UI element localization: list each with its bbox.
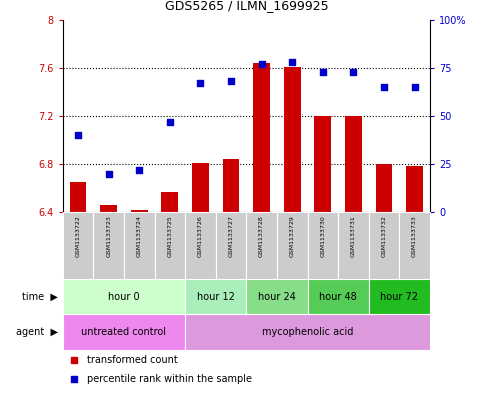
Point <box>227 78 235 84</box>
Bar <box>70 182 86 212</box>
Text: GSM1133723: GSM1133723 <box>106 215 111 257</box>
Bar <box>131 210 148 212</box>
Point <box>105 171 113 177</box>
Bar <box>192 163 209 212</box>
Text: GSM1133724: GSM1133724 <box>137 215 142 257</box>
Bar <box>185 212 216 279</box>
Bar <box>216 212 246 279</box>
Text: hour 72: hour 72 <box>380 292 418 302</box>
Bar <box>277 212 308 279</box>
Point <box>70 356 78 363</box>
Point <box>166 119 174 125</box>
Text: hour 24: hour 24 <box>258 292 296 302</box>
Bar <box>399 212 430 279</box>
Text: hour 0: hour 0 <box>108 292 140 302</box>
Bar <box>223 159 240 212</box>
Bar <box>308 212 338 279</box>
Text: mycophenolic acid: mycophenolic acid <box>262 327 353 337</box>
Point <box>350 68 357 75</box>
Point <box>74 132 82 138</box>
Bar <box>63 212 93 279</box>
Bar <box>246 279 308 314</box>
Text: GSM1133730: GSM1133730 <box>320 215 326 257</box>
Bar <box>100 205 117 212</box>
Text: GSM1133731: GSM1133731 <box>351 215 356 257</box>
Bar <box>338 212 369 279</box>
Text: hour 12: hour 12 <box>197 292 235 302</box>
Point <box>197 80 204 86</box>
Point <box>411 84 418 90</box>
Bar <box>406 167 423 212</box>
Text: GSM1133728: GSM1133728 <box>259 215 264 257</box>
Text: time  ▶: time ▶ <box>22 292 58 302</box>
Point <box>70 376 78 382</box>
Bar <box>155 212 185 279</box>
Bar <box>284 66 300 212</box>
Point <box>258 61 266 67</box>
Bar <box>253 63 270 212</box>
Point <box>135 167 143 173</box>
Point <box>319 68 327 75</box>
Bar <box>185 314 430 350</box>
Bar <box>93 212 124 279</box>
Bar <box>161 192 178 212</box>
Text: GSM1133733: GSM1133733 <box>412 215 417 257</box>
Text: GSM1133725: GSM1133725 <box>167 215 172 257</box>
Text: GSM1133722: GSM1133722 <box>75 215 81 257</box>
Bar <box>63 314 185 350</box>
Bar <box>124 212 155 279</box>
Text: GDS5265 / ILMN_1699925: GDS5265 / ILMN_1699925 <box>165 0 328 12</box>
Bar <box>345 116 362 212</box>
Text: untreated control: untreated control <box>82 327 167 337</box>
Text: agent  ▶: agent ▶ <box>16 327 58 337</box>
Bar <box>369 279 430 314</box>
Bar <box>314 116 331 212</box>
Bar <box>376 164 392 212</box>
Point <box>288 59 296 65</box>
Bar <box>308 279 369 314</box>
Bar <box>185 279 246 314</box>
Bar <box>246 212 277 279</box>
Bar <box>63 279 185 314</box>
Text: GSM1133727: GSM1133727 <box>228 215 234 257</box>
Point <box>380 84 388 90</box>
Bar <box>369 212 399 279</box>
Text: percentile rank within the sample: percentile rank within the sample <box>86 374 252 384</box>
Text: GSM1133732: GSM1133732 <box>382 215 386 257</box>
Text: GSM1133726: GSM1133726 <box>198 215 203 257</box>
Text: hour 48: hour 48 <box>319 292 357 302</box>
Text: GSM1133729: GSM1133729 <box>290 215 295 257</box>
Text: transformed count: transformed count <box>86 354 177 365</box>
